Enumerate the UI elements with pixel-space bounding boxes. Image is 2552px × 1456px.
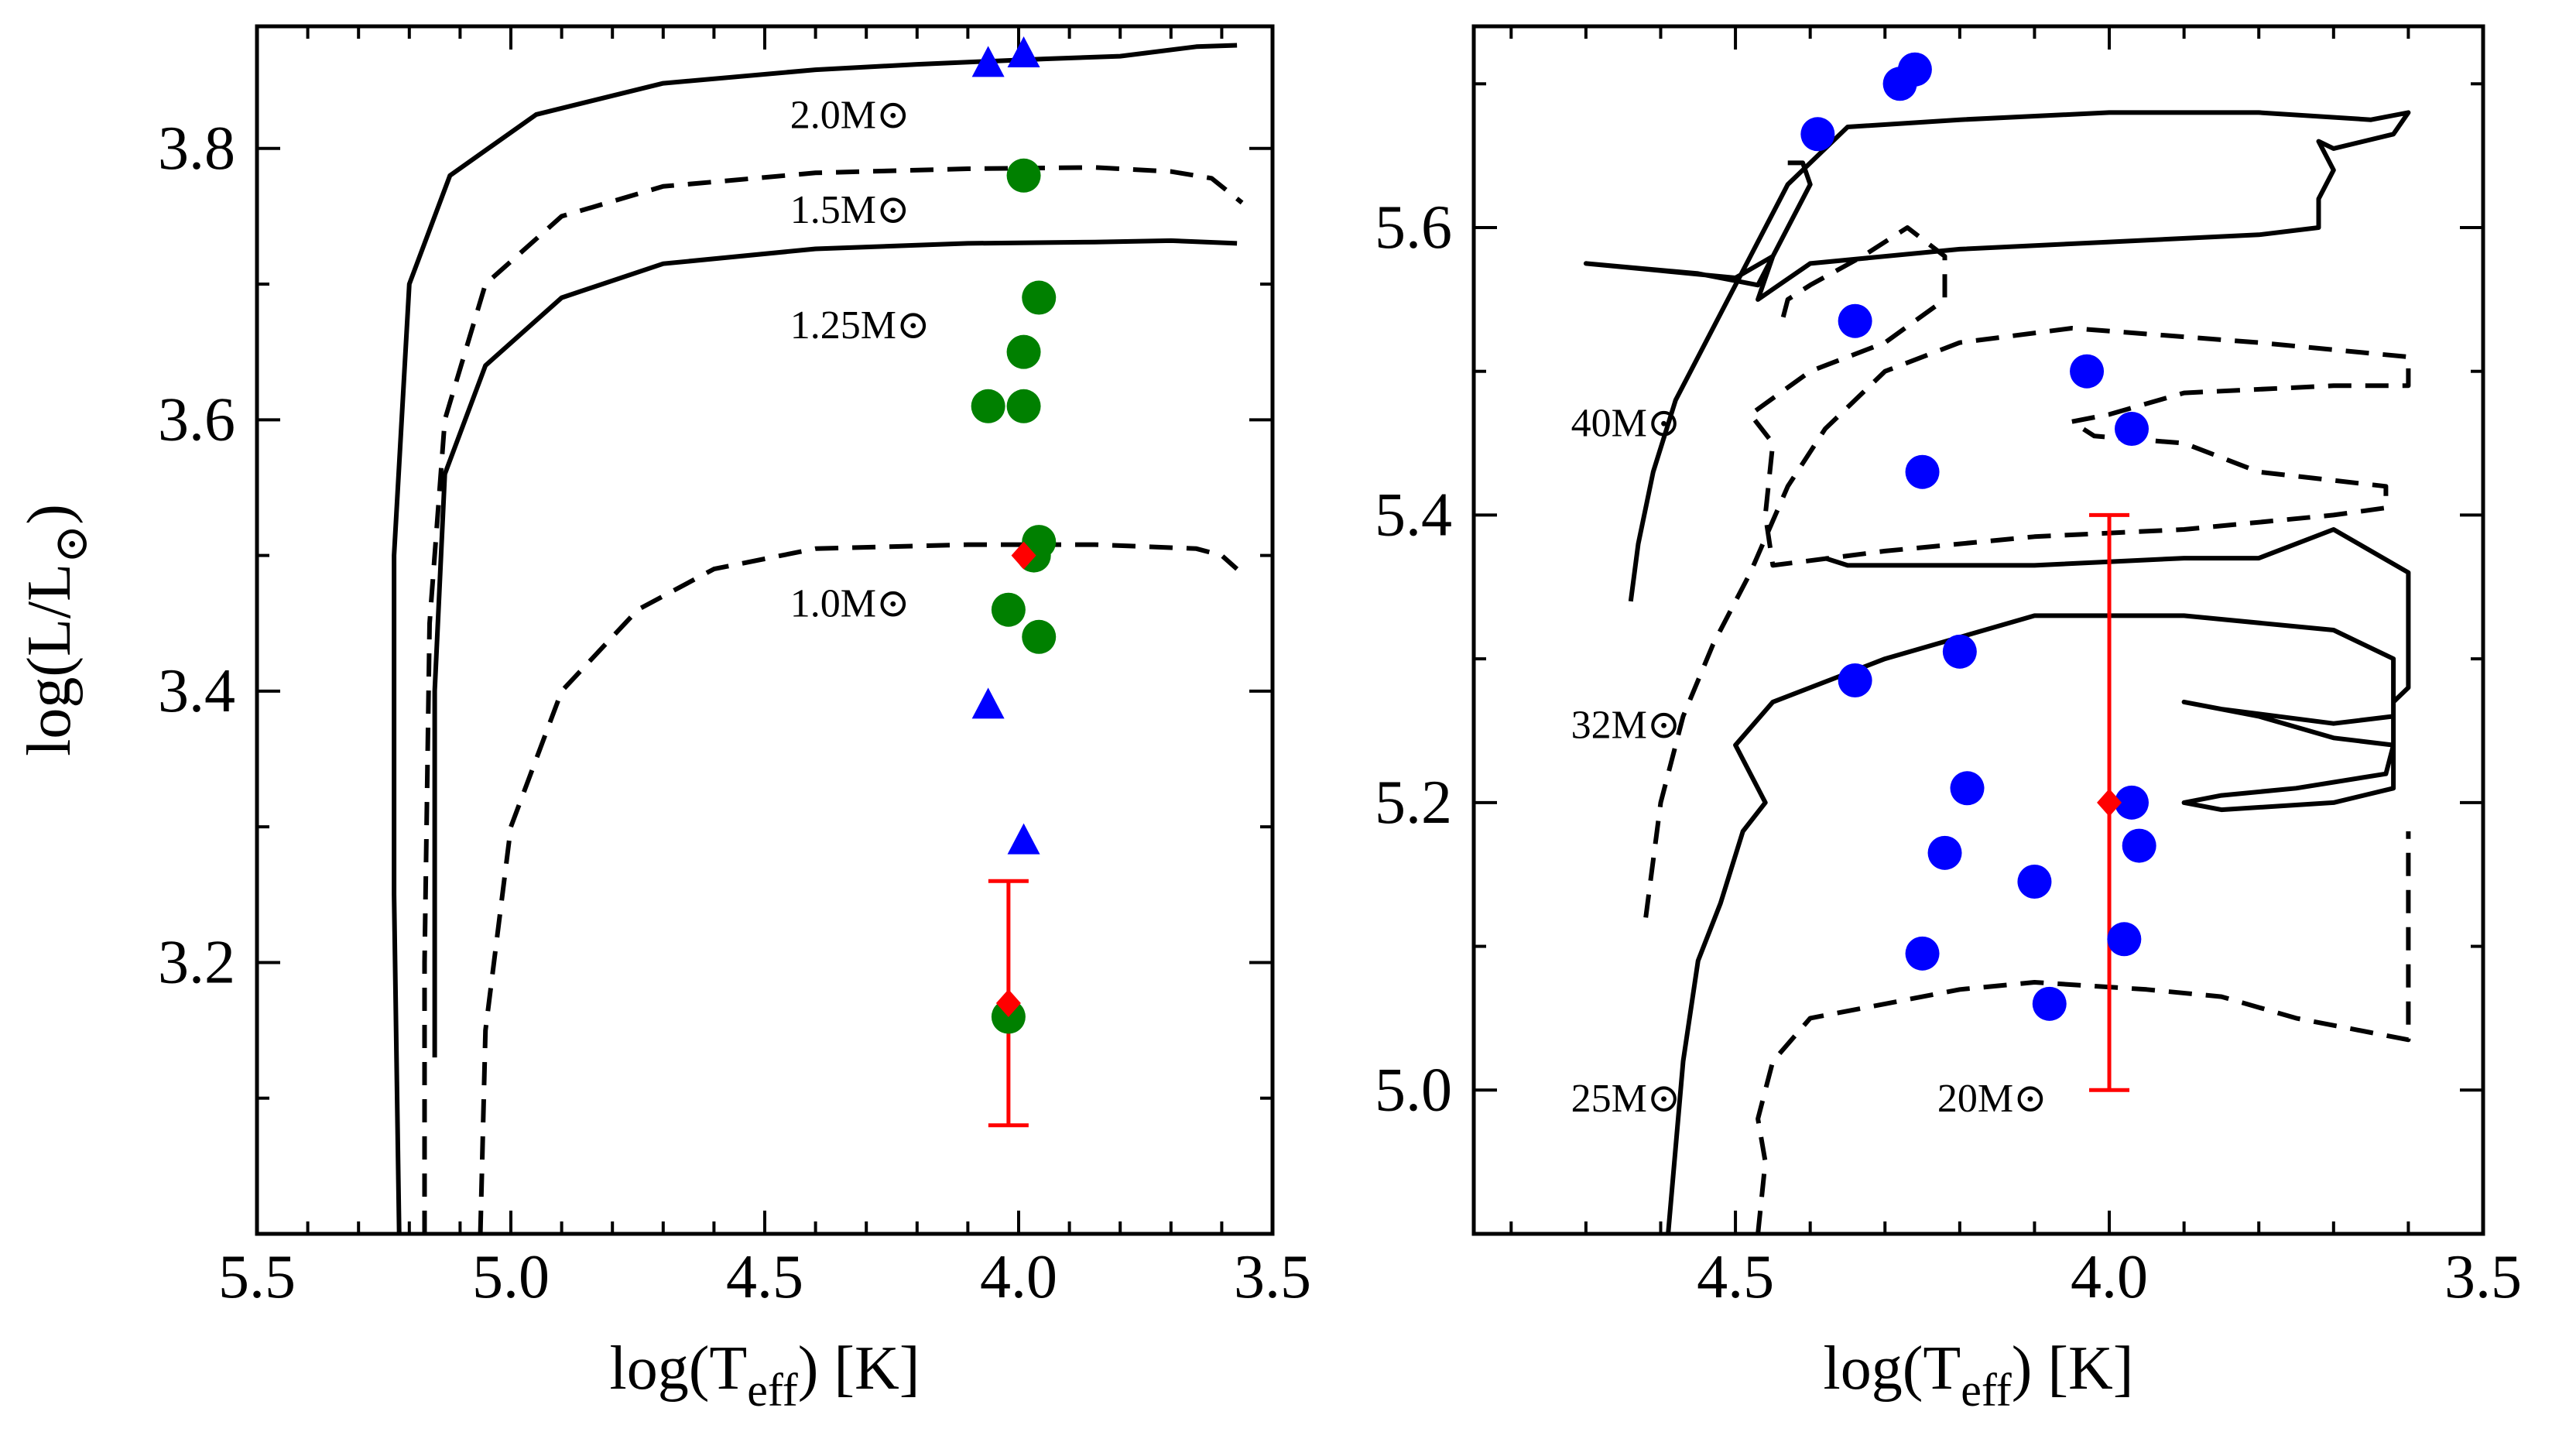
data-point-circle [2122, 828, 2156, 863]
y-tick-label: 3.8 [158, 115, 235, 183]
track-label: 1.5M⊙ [790, 188, 910, 232]
data-point-circle [1882, 67, 1917, 101]
data-point-circle [1006, 389, 1041, 423]
data-point-diamond [2097, 788, 2122, 817]
x-tick-label: 3.5 [1234, 1243, 1311, 1311]
data-point-circle [2032, 986, 2067, 1021]
data-point-diamond [1011, 541, 1036, 570]
data-point-circle [991, 592, 1026, 627]
evolutionary-track [1756, 831, 2411, 1234]
tracks [1583, 110, 2411, 1234]
data-point-circle [1800, 117, 1835, 152]
data-point-triangle [1007, 823, 1040, 855]
evolutionary-track [1643, 225, 2411, 918]
data-point-circle [1905, 936, 1940, 971]
y-tick-label: 5.0 [1375, 1056, 1452, 1124]
data-point-circle [1942, 634, 1977, 669]
x-tick-label: 5.5 [218, 1243, 296, 1311]
right-plot-frame [1471, 24, 2485, 1236]
data-point-triangle [971, 46, 1005, 77]
data-point-triangle [971, 687, 1005, 719]
track-label: 40M⊙ [1571, 401, 1681, 445]
data-point-circle [2115, 412, 2150, 446]
right-panel: 4.5 4.0 3.5 5.0 5.2 5.4 5.6 log(Teff) [K] 40M⊙ 32… [1375, 24, 2522, 1416]
evolutionary-track [422, 165, 1244, 1234]
track-label: 1.25M⊙ [790, 303, 930, 348]
data-point-circle [1950, 771, 1985, 806]
data-point-triangle [1007, 36, 1040, 68]
y-tick-label: 3.6 [158, 385, 235, 454]
track-label: 20M⊙ [1937, 1077, 2047, 1121]
track-label: 32M⊙ [1571, 703, 1681, 747]
evolutionary-track [392, 43, 1238, 1234]
y-axis-title-group: log(L/L⊙) [15, 504, 97, 756]
y-tick-label: 5.6 [1375, 194, 1452, 262]
y-tick-label: 5.2 [1375, 769, 1452, 837]
data-point-circle [1006, 158, 1041, 193]
x-tick-label: 4.5 [726, 1243, 803, 1311]
data-point-circle [1927, 835, 1962, 870]
tracks [392, 43, 1244, 1234]
left-panel: 5.5 5.0 4.5 4.0 3.5 3.2 3.4 3.6 3.8 log(Teff) [K]… [15, 24, 1311, 1416]
x-tick-label: 4.5 [1697, 1243, 1774, 1311]
data-point-circle [2107, 922, 2142, 957]
x-tick-label: 4.0 [2071, 1243, 2148, 1311]
x-axis-title: log(Teff) [K] [610, 1334, 920, 1416]
data-point-circle [1006, 334, 1041, 369]
track-label: 1.0M⊙ [790, 581, 910, 625]
data-point-circle [2115, 785, 2150, 820]
y-tick-label: 3.2 [158, 928, 235, 996]
data-point-circle [971, 389, 1005, 423]
evolutionary-track [1666, 527, 2411, 1234]
data-point-circle [1838, 303, 1872, 338]
x-axis-title: log(Teff) [K] [1824, 1334, 2134, 1416]
y-tick-label: 3.4 [158, 657, 235, 725]
x-tick-label: 4.0 [980, 1243, 1057, 1311]
data-point-circle [1022, 619, 1057, 654]
left-plot-frame [255, 24, 1275, 1236]
track-label: 25M⊙ [1571, 1077, 1681, 1121]
evolutionary-track [1583, 110, 2411, 602]
x-tick-label: 3.5 [2444, 1243, 2522, 1311]
x-tick-label: 5.0 [472, 1243, 550, 1311]
y-tick-label: 5.4 [1375, 481, 1452, 549]
data-point-circle [2017, 865, 2052, 899]
evolutionary-track [432, 238, 1238, 1058]
track-label: 2.0M⊙ [790, 93, 910, 137]
data-point-circle [2070, 354, 2105, 389]
data-point-circle [1905, 454, 1940, 489]
y-axis-title: log(L/L⊙) [15, 504, 97, 756]
data-point-diamond [995, 989, 1021, 1018]
evolutionary-track [478, 542, 1239, 1234]
data-point-circle [1022, 280, 1057, 315]
data-point-circle [1838, 663, 1872, 697]
